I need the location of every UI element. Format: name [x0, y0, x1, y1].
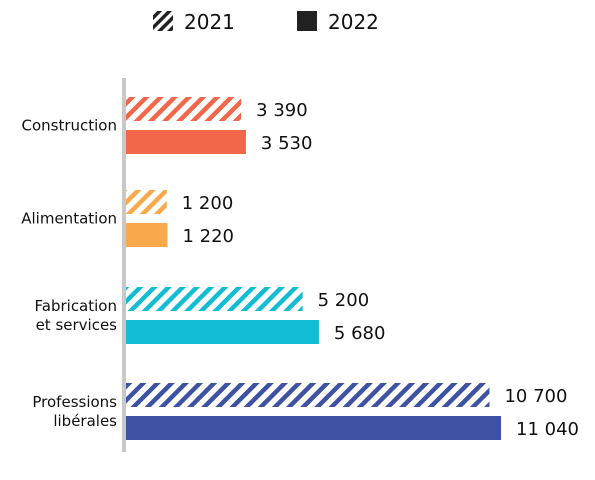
category-label-0: Construction — [21, 117, 117, 135]
legend-swatch-2021 — [153, 11, 173, 31]
category-label-2: Fabrication et services — [35, 297, 118, 334]
category-label-3: Professions libérales — [32, 393, 117, 430]
bar-2021-3 — [126, 383, 490, 407]
bar-2022-3 — [126, 416, 501, 440]
legend-swatch-2022 — [297, 11, 317, 31]
bar-2022-0 — [126, 130, 246, 154]
bar-2022-1 — [126, 223, 168, 247]
value-label-2022-0: 3 530 — [261, 133, 313, 154]
value-label-2021-1: 1 200 — [182, 193, 234, 214]
legend-label-2021: 2021 — [184, 10, 235, 34]
bar-2021-1 — [126, 190, 167, 214]
value-label-2021-3: 10 700 — [504, 386, 567, 407]
value-label-2022-2: 5 680 — [334, 323, 386, 344]
bar-2022-2 — [126, 320, 319, 344]
legend-label-2022: 2022 — [328, 10, 379, 34]
bar-2021-0 — [126, 97, 242, 121]
bar-2021-2 — [126, 287, 303, 311]
value-label-2022-1: 1 220 — [182, 226, 234, 247]
value-label-2022-3: 11 040 — [516, 419, 579, 440]
value-label-2021-2: 5 200 — [318, 290, 370, 311]
category-label-1: Alimentation — [21, 210, 117, 228]
legend: 2021 2022 — [153, 10, 379, 34]
value-label-2021-0: 3 390 — [256, 100, 308, 121]
